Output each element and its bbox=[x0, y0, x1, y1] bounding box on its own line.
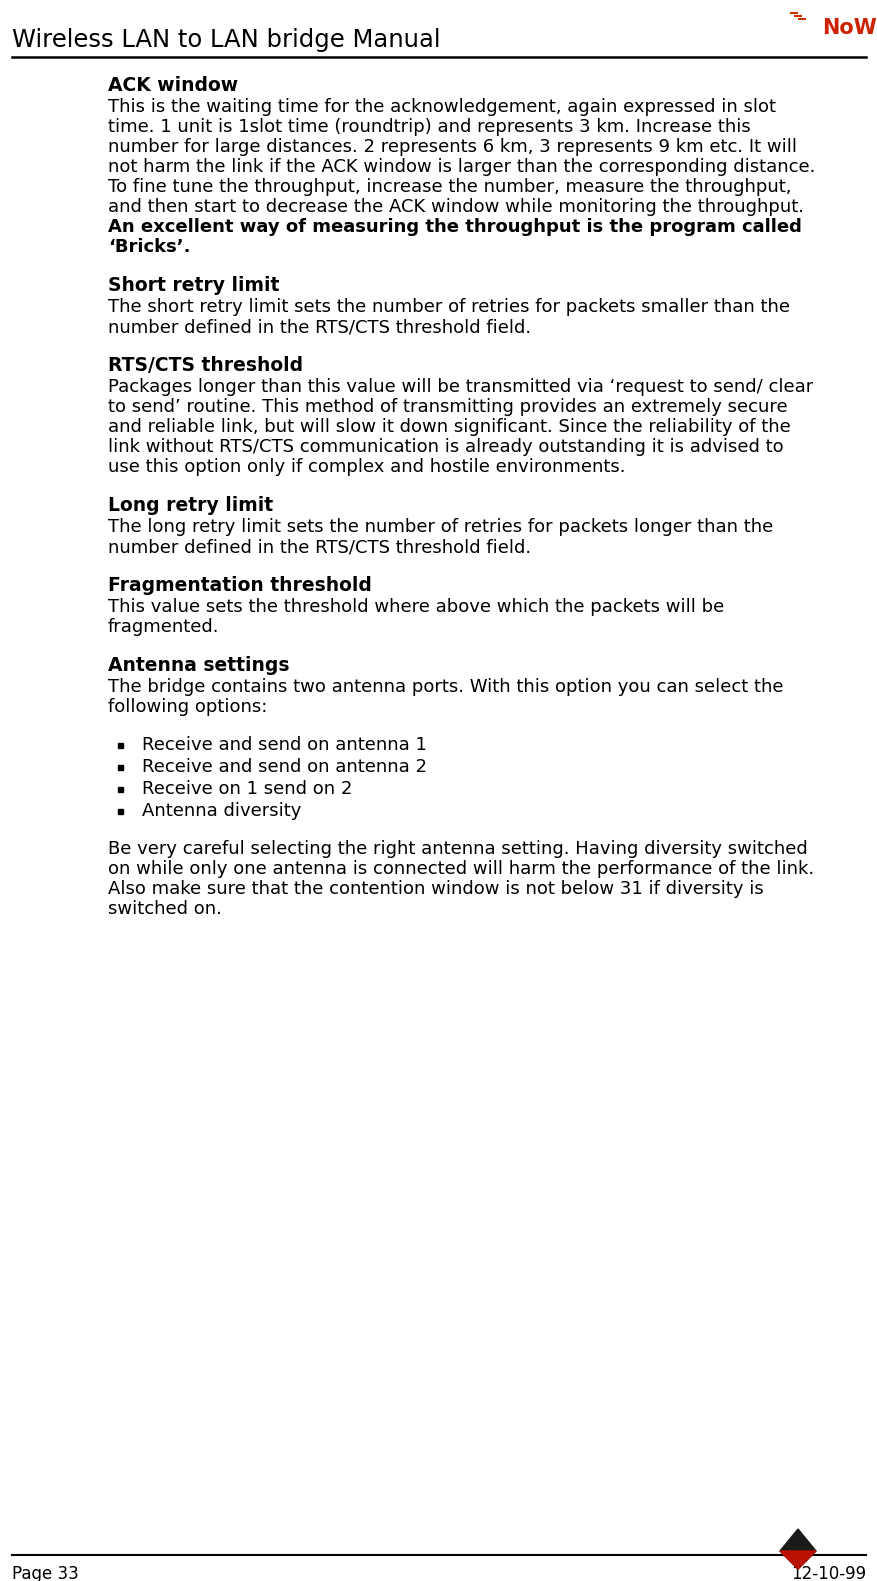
Text: This value sets the threshold where above which the packets will be: This value sets the threshold where abov… bbox=[108, 598, 724, 617]
Text: Also make sure that the contention window is not below 31 if diversity is: Also make sure that the contention windo… bbox=[108, 881, 763, 898]
Text: This is the waiting time for the acknowledgement, again expressed in slot: This is the waiting time for the acknowl… bbox=[108, 98, 775, 115]
Text: Fragmentation threshold: Fragmentation threshold bbox=[108, 575, 372, 594]
Text: 12-10-99: 12-10-99 bbox=[790, 1565, 865, 1581]
Bar bbox=[118, 743, 123, 748]
Polygon shape bbox=[779, 1551, 815, 1568]
Bar bbox=[118, 786, 123, 792]
Text: The short retry limit sets the number of retries for packets smaller than the: The short retry limit sets the number of… bbox=[108, 297, 789, 316]
Text: An excellent way of measuring the throughput is the program called: An excellent way of measuring the throug… bbox=[108, 218, 801, 236]
Text: number for large distances. 2 represents 6 km, 3 represents 9 km etc. It will: number for large distances. 2 represents… bbox=[108, 138, 796, 157]
Text: NoWiresNeeded: NoWiresNeeded bbox=[821, 17, 877, 38]
Text: Wireless LAN to LAN bridge Manual: Wireless LAN to LAN bridge Manual bbox=[12, 28, 440, 52]
Text: Receive and send on antenna 1: Receive and send on antenna 1 bbox=[142, 737, 426, 754]
Text: The bridge contains two antenna ports. With this option you can select the: The bridge contains two antenna ports. W… bbox=[108, 678, 782, 696]
Text: number defined in the RTS/CTS threshold field.: number defined in the RTS/CTS threshold … bbox=[108, 318, 531, 337]
Text: Be very careful selecting the right antenna setting. Having diversity switched: Be very careful selecting the right ante… bbox=[108, 840, 807, 858]
Text: Short retry limit: Short retry limit bbox=[108, 277, 279, 296]
Text: on while only one antenna is connected will harm the performance of the link.: on while only one antenna is connected w… bbox=[108, 860, 813, 877]
Text: switched on.: switched on. bbox=[108, 900, 222, 919]
Text: ‘Bricks’.: ‘Bricks’. bbox=[108, 239, 190, 256]
Text: Receive on 1 send on 2: Receive on 1 send on 2 bbox=[142, 779, 352, 798]
Text: time. 1 unit is 1slot time (roundtrip) and represents 3 km. Increase this: time. 1 unit is 1slot time (roundtrip) a… bbox=[108, 119, 750, 136]
Text: Page 33: Page 33 bbox=[12, 1565, 79, 1581]
Text: and reliable link, but will slow it down significant. Since the reliability of t: and reliable link, but will slow it down… bbox=[108, 417, 790, 436]
Text: number defined in the RTS/CTS threshold field.: number defined in the RTS/CTS threshold … bbox=[108, 538, 531, 557]
Text: use this option only if complex and hostile environments.: use this option only if complex and host… bbox=[108, 458, 624, 476]
Text: Antenna settings: Antenna settings bbox=[108, 656, 289, 675]
Bar bbox=[118, 765, 123, 770]
Bar bbox=[118, 808, 123, 814]
Text: Antenna diversity: Antenna diversity bbox=[142, 802, 301, 821]
Text: The long retry limit sets the number of retries for packets longer than the: The long retry limit sets the number of … bbox=[108, 519, 773, 536]
Text: Receive and send on antenna 2: Receive and send on antenna 2 bbox=[142, 757, 426, 776]
Text: and then start to decrease the ACK window while monitoring the throughput.: and then start to decrease the ACK windo… bbox=[108, 198, 803, 217]
Polygon shape bbox=[779, 1529, 815, 1568]
Text: fragmented.: fragmented. bbox=[108, 618, 219, 636]
Text: ACK window: ACK window bbox=[108, 76, 238, 95]
Text: to send’ routine. This method of transmitting provides an extremely secure: to send’ routine. This method of transmi… bbox=[108, 398, 787, 416]
Text: Long retry limit: Long retry limit bbox=[108, 496, 273, 515]
Text: link without RTS/CTS communication is already outstanding it is advised to: link without RTS/CTS communication is al… bbox=[108, 438, 783, 455]
Text: To fine tune the throughput, increase the number, measure the throughput,: To fine tune the throughput, increase th… bbox=[108, 179, 790, 196]
Text: Packages longer than this value will be transmitted via ‘request to send/ clear: Packages longer than this value will be … bbox=[108, 378, 812, 395]
Text: not harm the link if the ACK window is larger than the corresponding distance.: not harm the link if the ACK window is l… bbox=[108, 158, 815, 175]
Text: following options:: following options: bbox=[108, 697, 267, 716]
Text: RTS/CTS threshold: RTS/CTS threshold bbox=[108, 356, 303, 375]
